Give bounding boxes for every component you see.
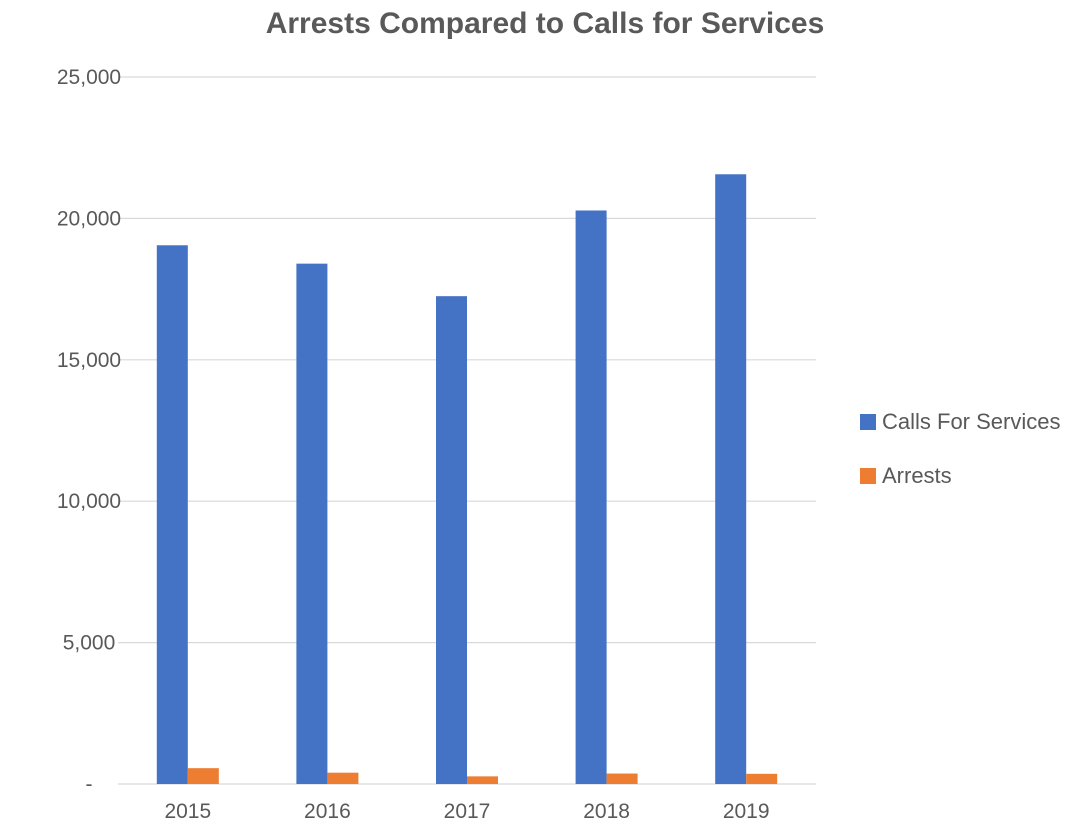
x-axis-tick-labels: 2015 2016 2017 2018 2019 (164, 800, 769, 823)
bar-arrests-2018 (606, 773, 638, 784)
y-tick-label: - (86, 773, 93, 796)
x-tick-label: 2018 (583, 800, 630, 823)
x-tick-label: 2015 (164, 800, 211, 823)
bar-calls-for-services-2016 (296, 263, 328, 784)
bar-arrests-2016 (327, 772, 359, 784)
bar-arrests-2017 (467, 776, 498, 784)
legend-label: Arrests (882, 463, 952, 488)
bar-calls-for-services-2018 (575, 210, 607, 785)
legend-swatch (860, 414, 876, 430)
legend-label: Calls For Services (882, 409, 1060, 434)
bar-calls-for-services-2019 (715, 174, 747, 784)
y-axis-tick-labels: - 5,000 10,000 15,000 20,000 25,000 (57, 66, 121, 796)
bar-calls-for-services-2017 (436, 296, 467, 784)
bar-calls-for-services-2015 (156, 245, 188, 785)
x-tick-label: 2017 (444, 800, 491, 823)
chart-title: Arrests Compared to Calls for Services (266, 7, 825, 40)
bars (156, 174, 778, 785)
legend-swatch (860, 468, 876, 484)
bar-arrests-2015 (187, 768, 219, 784)
x-tick-label: 2016 (304, 800, 351, 823)
legend: Calls For Services Arrests (860, 409, 1060, 488)
y-tick-label: 15,000 (57, 349, 121, 372)
y-tick-label: 25,000 (57, 66, 121, 89)
y-tick-label: 20,000 (57, 207, 121, 230)
y-tick-label: 5,000 (63, 632, 116, 655)
x-tick-label: 2019 (723, 800, 770, 823)
y-tick-label: 10,000 (57, 490, 121, 513)
bar-arrests-2019 (746, 773, 778, 784)
